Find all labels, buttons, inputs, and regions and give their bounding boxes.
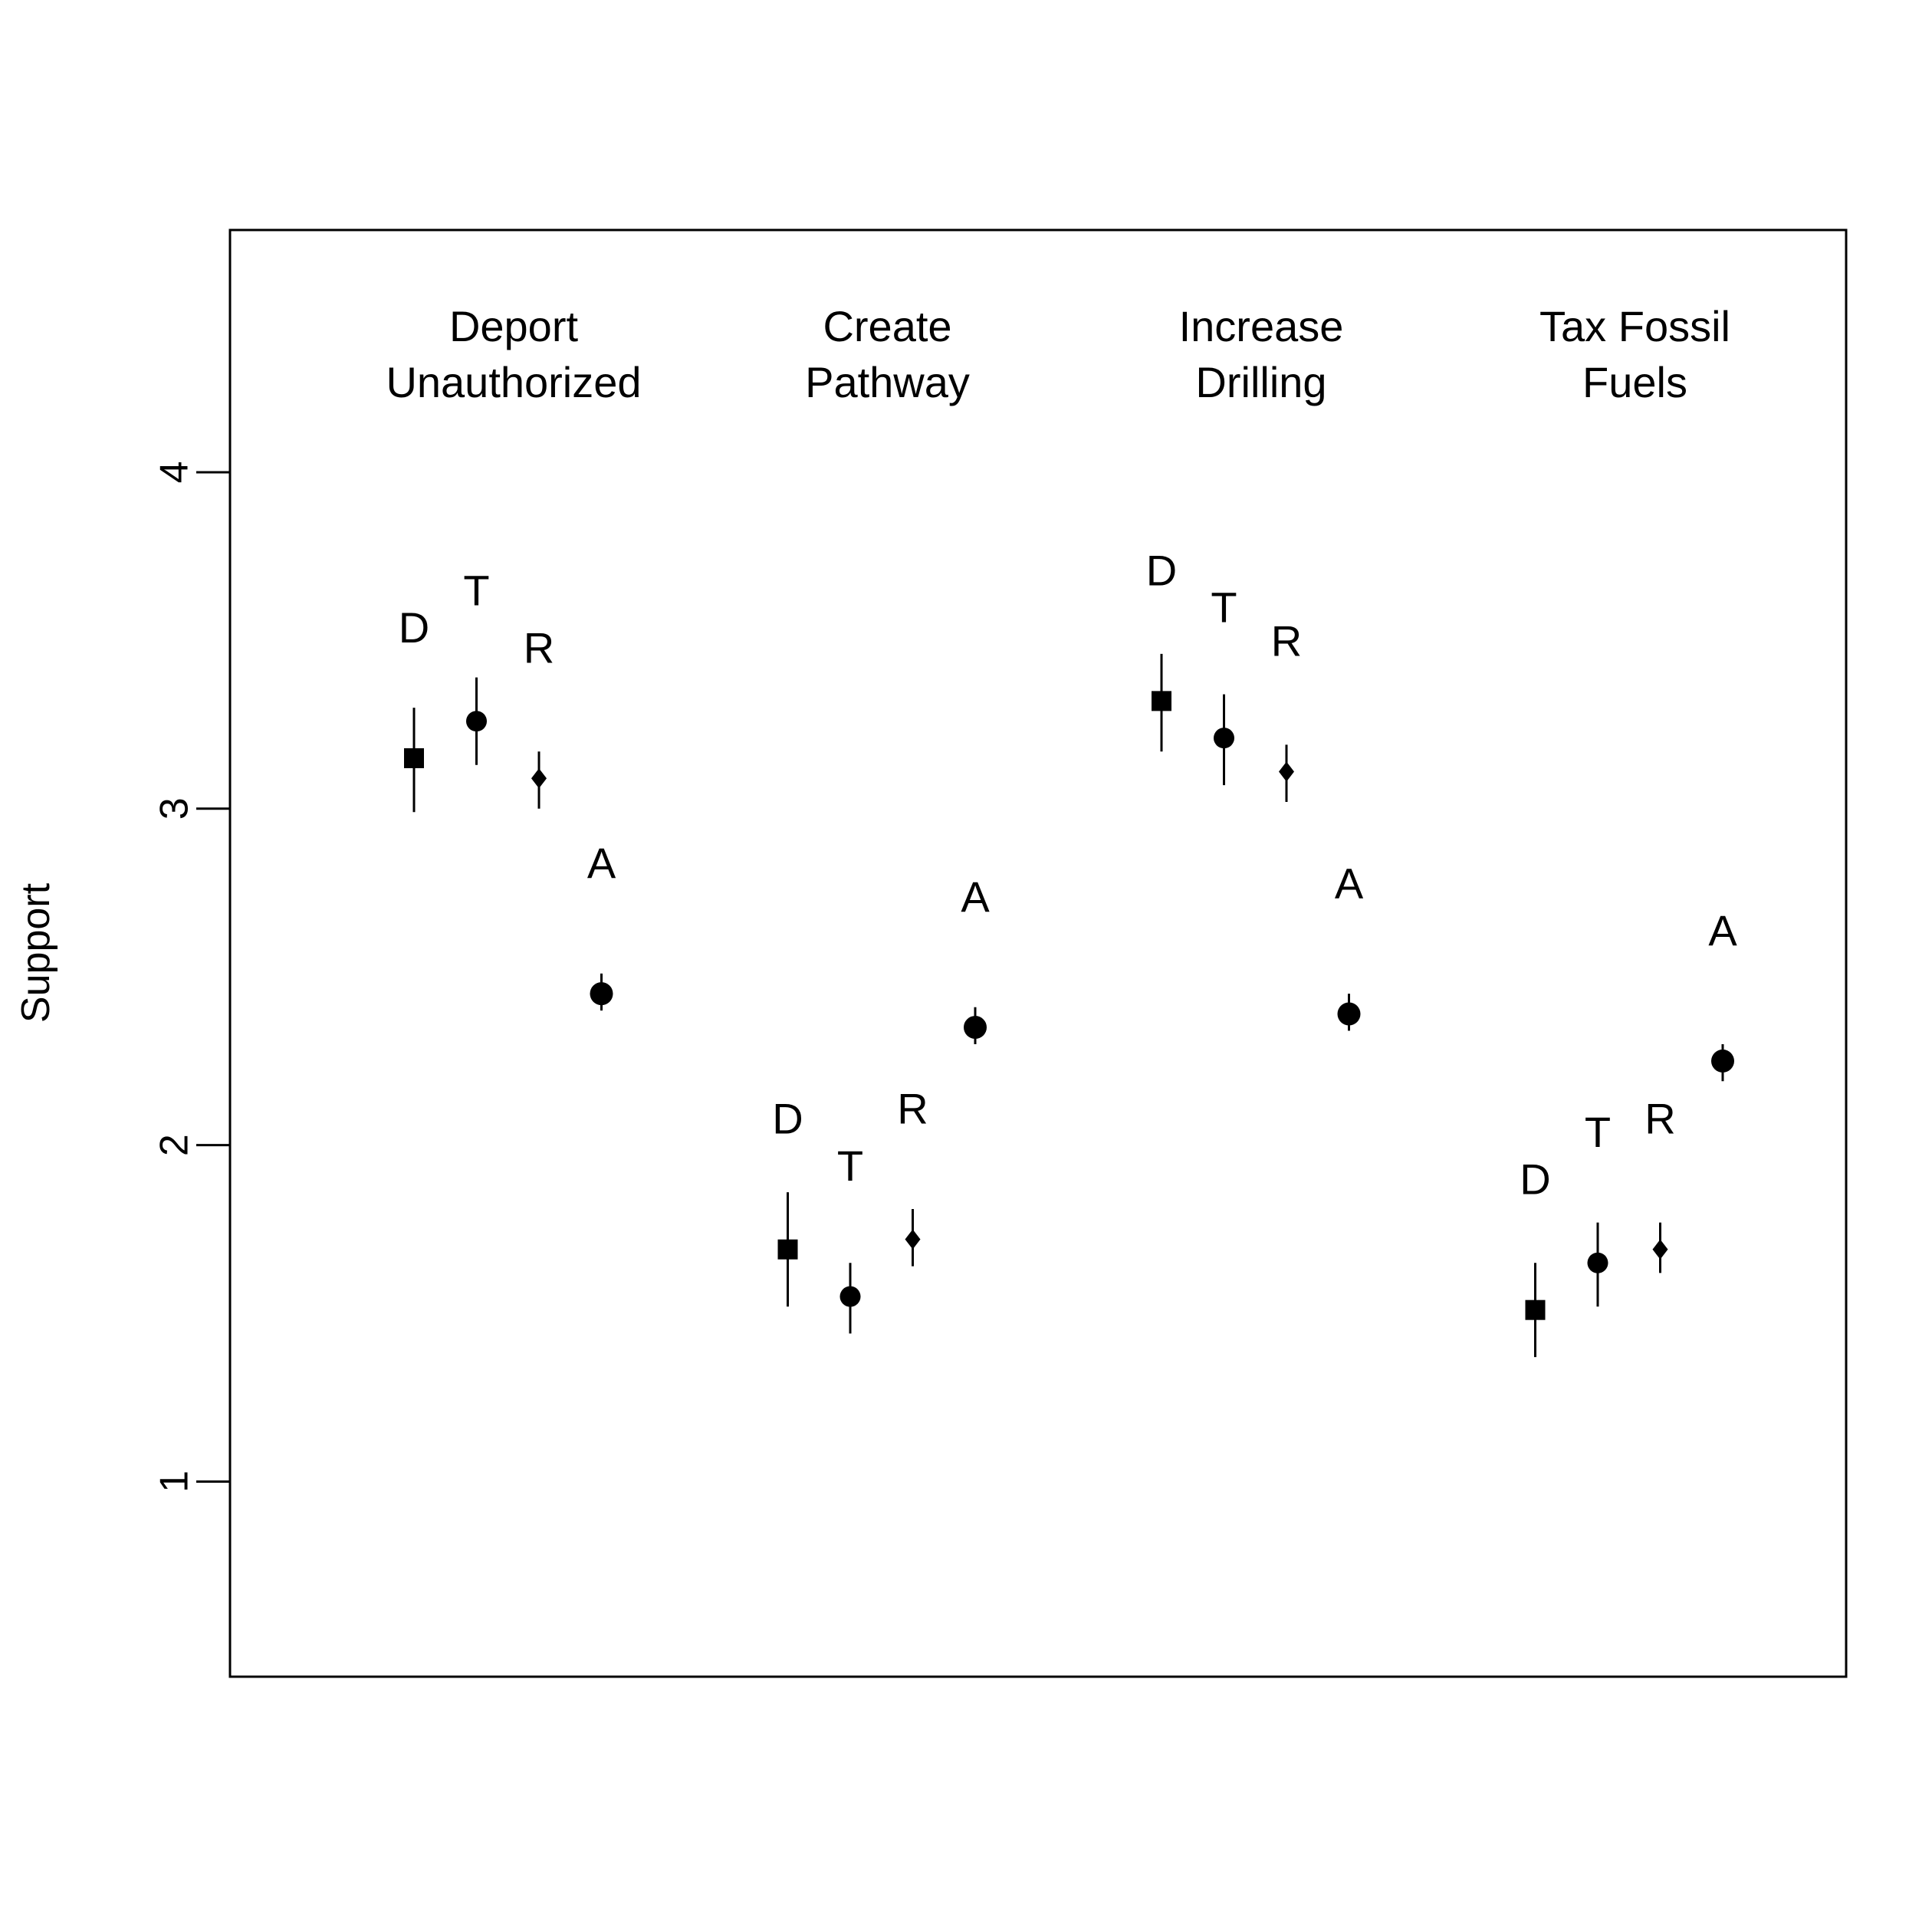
point-label: R <box>1271 617 1302 665</box>
circle-marker <box>466 711 487 732</box>
point-group: Tax Fossil Fuels DT R A <box>1520 302 1737 1358</box>
data-point: D <box>399 603 429 813</box>
circle-marker <box>1337 1002 1361 1026</box>
group-label-line: Pathway <box>805 358 970 406</box>
point-groups: DeportUnauthorizedDTRACreatePathwayDTRAI… <box>386 302 1737 1358</box>
point-label: A <box>587 839 616 887</box>
y-tick-label: 4 <box>153 462 197 484</box>
data-point: D <box>1146 546 1177 752</box>
point-label: R <box>524 623 554 672</box>
data-point: T <box>1585 1108 1611 1307</box>
group-label-line: Fuels <box>1582 358 1687 406</box>
group-label-line: Drilling <box>1195 358 1326 406</box>
point-label: T <box>1211 583 1237 632</box>
y-tick-label: 2 <box>153 1134 197 1156</box>
square-marker <box>1152 691 1171 711</box>
diamond-marker <box>905 1229 921 1250</box>
circle-marker <box>964 1016 987 1040</box>
data-point: R <box>1271 617 1302 803</box>
data-point: D <box>772 1095 803 1307</box>
data-point: D <box>1520 1155 1551 1358</box>
diamond-marker <box>1652 1239 1668 1260</box>
circle-marker <box>1711 1049 1734 1073</box>
square-marker <box>404 748 424 768</box>
data-point: A <box>1335 859 1364 1031</box>
data-point: T <box>837 1142 863 1334</box>
point-label: D <box>1146 546 1177 594</box>
group-label-line: Unauthorized <box>386 358 641 406</box>
y-axis-title: Support <box>14 882 58 1023</box>
point-label: T <box>463 567 489 615</box>
circle-marker <box>590 982 613 1006</box>
y-axis: 1 2 3 4 <box>153 462 232 1493</box>
circle-marker <box>840 1286 861 1307</box>
group-label-line: Increase <box>1179 302 1344 350</box>
diamond-marker <box>1279 761 1294 782</box>
y-tick-label: 1 <box>153 1470 197 1493</box>
point-label: D <box>1520 1155 1550 1204</box>
point-label: A <box>961 872 990 921</box>
point-group: Deport Unauthorized DTR A <box>386 302 642 1011</box>
point-label: A <box>1335 859 1364 908</box>
point-label: R <box>1644 1095 1675 1143</box>
point-label: R <box>897 1085 928 1133</box>
group-label-line: Tax Fossil <box>1539 302 1730 350</box>
group-label-line: Create <box>823 302 951 350</box>
point-label: T <box>1585 1108 1611 1156</box>
data-point: R <box>524 623 554 809</box>
point-label: D <box>772 1095 803 1143</box>
data-point: R <box>1644 1095 1676 1273</box>
data-point: T <box>463 567 490 765</box>
point-label: T <box>837 1142 863 1190</box>
data-point: R <box>897 1085 928 1267</box>
square-marker <box>777 1239 798 1260</box>
point-group: Increase Drilling DTR A <box>1146 302 1364 1031</box>
point-label: D <box>399 603 429 652</box>
data-point: T <box>1211 583 1237 786</box>
data-point: A <box>587 839 616 1011</box>
point-group: Create Pathway DTR A <box>772 302 990 1334</box>
group-label-line: Deport <box>449 302 579 350</box>
data-point: A <box>961 872 990 1044</box>
circle-marker <box>1214 728 1234 749</box>
data-point: A <box>1708 906 1737 1082</box>
y-tick-label: 3 <box>153 797 197 820</box>
point-label: A <box>1708 906 1737 955</box>
square-marker <box>1525 1300 1546 1320</box>
diamond-marker <box>531 768 547 789</box>
circle-marker <box>1587 1252 1608 1273</box>
